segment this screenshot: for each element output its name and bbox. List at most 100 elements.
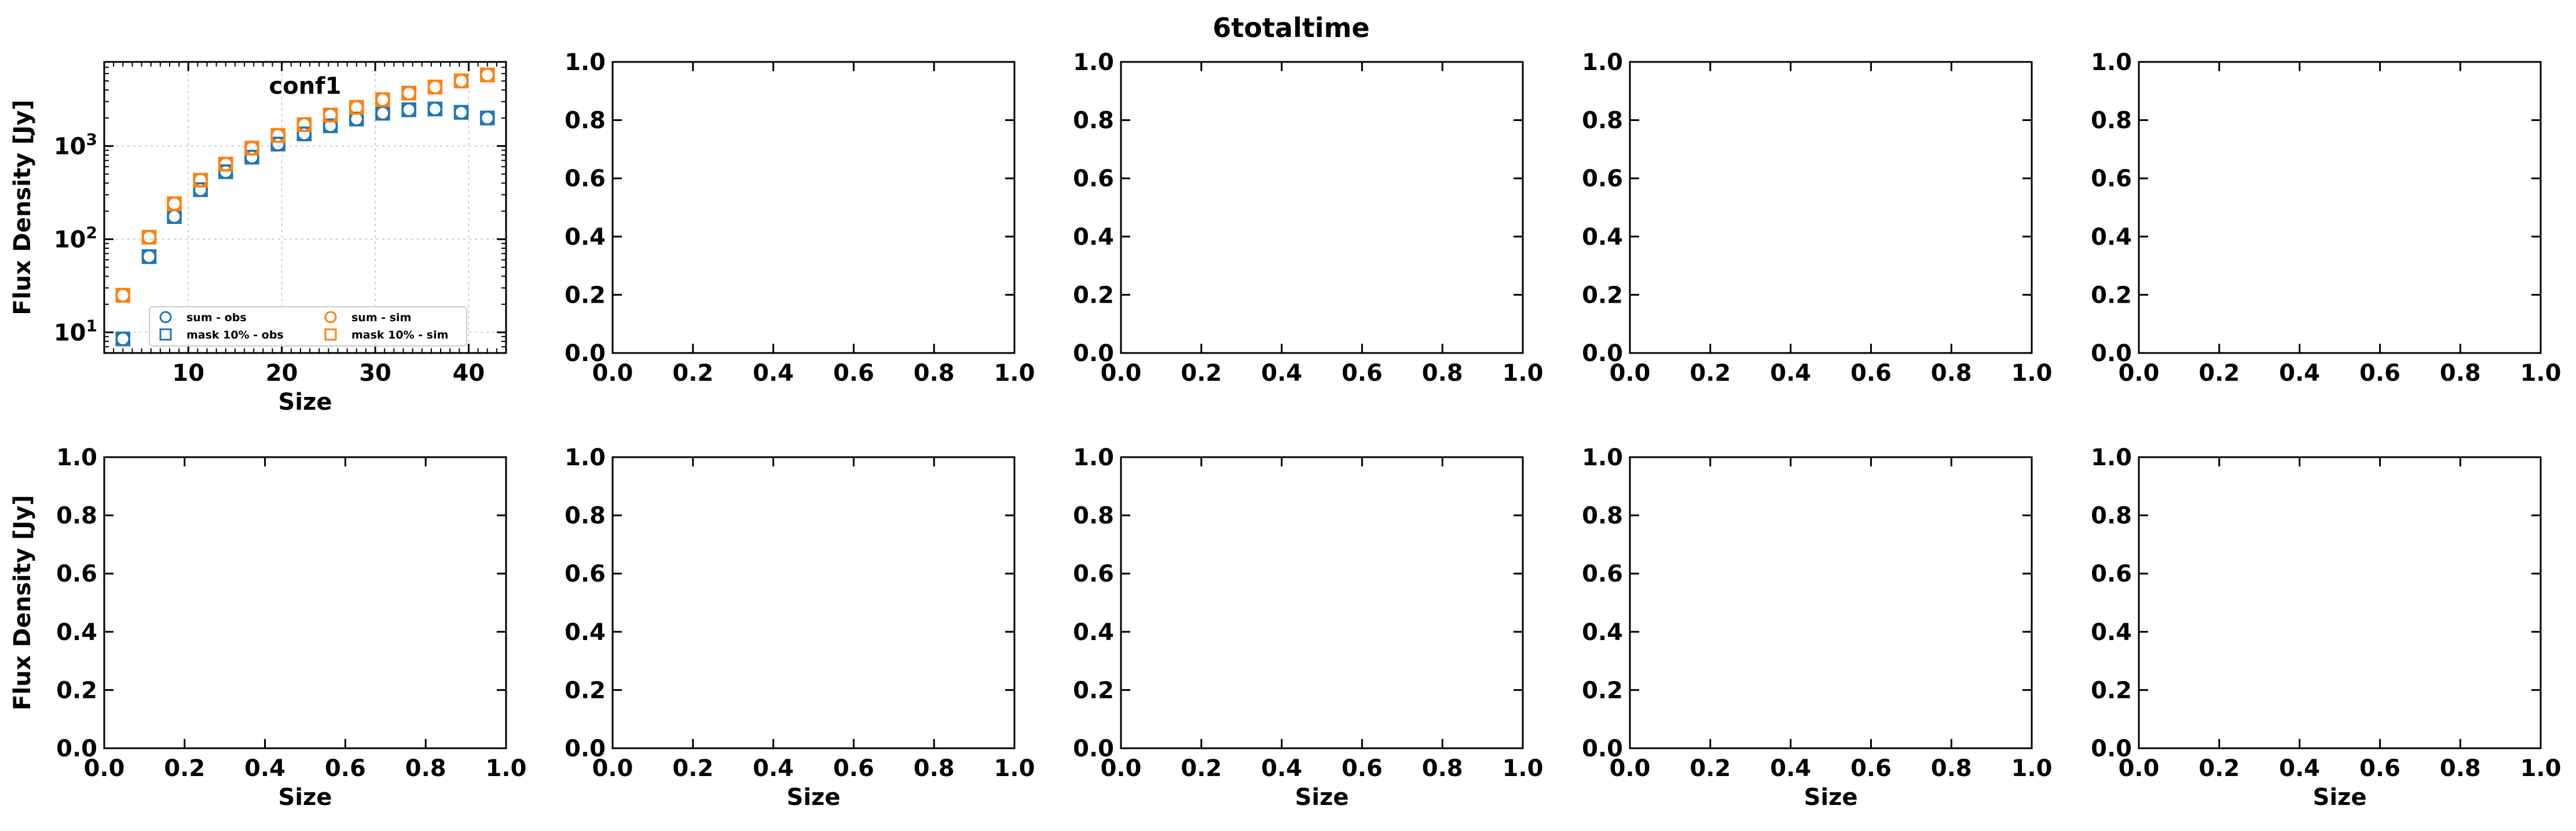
- y-tick-label: 0.8: [1073, 108, 1114, 134]
- x-tick-label: 0.2: [1181, 360, 1222, 387]
- data-point-square: [401, 86, 416, 101]
- subplot-8: 0.00.0 0.2 0.2 0.4 0.4 0.6 0.6 0.8 0.8 1.0 1.0 Size: [1073, 444, 1543, 811]
- data-point-circle: [479, 111, 495, 126]
- legend-marker-circle: [324, 311, 337, 323]
- legend-marker-square: [159, 328, 172, 341]
- y-tick-label: 0.0: [1582, 736, 1623, 762]
- x-tick-label: 0.2: [164, 755, 205, 782]
- axes-frame: [611, 61, 1016, 354]
- subplot-4: 0.00.0 0.2 0.2 0.4 0.4 0.6 0.6 0.8 0.8 1.0 1.0: [1582, 49, 2052, 387]
- x-tick-label: 1.0: [486, 755, 527, 782]
- x-tick-label: 0.4: [244, 755, 285, 782]
- y-tick-label: 0.6: [1582, 166, 1623, 192]
- x-tick-label: 0.8: [1422, 360, 1463, 387]
- x-tick-label: 0.8: [914, 755, 955, 782]
- subplot-1: 10 20 30 40 101 102 103 conf1 sum - obs mask 10% …: [9, 61, 507, 416]
- y-tick-label: 0.0: [565, 340, 606, 367]
- x-tick-label: 0.6: [1342, 360, 1383, 387]
- x-axis-label: Size: [1295, 784, 1349, 811]
- axes-frame: [1120, 61, 1524, 354]
- data-point-square: [401, 102, 416, 117]
- subplot-3: 0.00.0 0.2 0.2 0.4 0.4 0.6 0.6 0.8 0.8 1.0 1.0: [1073, 49, 1543, 387]
- x-tick-label: 30: [359, 360, 391, 387]
- axes-frame: [103, 61, 507, 354]
- y-axis-label: Flux Density [Jy]: [9, 100, 36, 315]
- subplot-title: conf1: [269, 73, 342, 100]
- data-point-square: [427, 101, 443, 117]
- y-tick-label: 0.0: [565, 736, 606, 762]
- subplot-10: 0.00.0 0.2 0.2 0.4 0.4 0.6 0.6 0.8 0.8 1.0 1.0 Size: [2091, 444, 2561, 811]
- subplot-grid: 10 20 30 40 101 102 103 conf1 sum - obs mask 10% …: [9, 49, 2561, 811]
- x-tick-label: 0.2: [2198, 755, 2240, 782]
- y-tick-label: 0.6: [2091, 561, 2132, 587]
- y-tick-label: 1.0: [2091, 49, 2132, 76]
- x-tick-label: 1.0: [994, 360, 1035, 387]
- data-point-square: [296, 126, 312, 142]
- axes-frame: [103, 456, 507, 749]
- data-point-circle: [218, 156, 233, 172]
- y-tick-label: 1.0: [1073, 444, 1114, 471]
- y-tick-label: 0.0: [2091, 736, 2132, 762]
- x-tick-label: 0.0: [2119, 755, 2160, 782]
- legend-box: [149, 306, 467, 347]
- y-tick-label: 1.0: [1073, 49, 1114, 76]
- data-point-circle: [453, 105, 469, 120]
- y-tick-label: 0.6: [1582, 561, 1623, 587]
- y-tick-label: 1.0: [565, 444, 606, 471]
- data-point-circle: [270, 128, 285, 143]
- data-point-circle: [115, 288, 131, 303]
- y-tick-label: 0.0: [2091, 340, 2132, 367]
- x-tick-label: 0.4: [753, 755, 794, 782]
- x-tick-label: 0.6: [325, 755, 366, 782]
- axes-frame: [1629, 456, 2033, 749]
- data-point-square: [453, 73, 469, 89]
- data-point-circle: [141, 230, 157, 245]
- y-tick-label: 0.2: [2091, 282, 2132, 308]
- legend-label: mask 10% - obs: [186, 329, 284, 341]
- x-tick-label: 0.6: [2359, 360, 2401, 387]
- data-point-circle: [141, 249, 157, 264]
- data-point-square: [167, 196, 182, 211]
- y-tick-label: 0.6: [56, 561, 97, 587]
- data-point-circle: [167, 209, 182, 224]
- y-tick-label: 103: [54, 130, 97, 160]
- data-point-square: [193, 172, 208, 188]
- data-point-circle: [375, 92, 390, 107]
- x-tick-label: 0.6: [2359, 755, 2401, 782]
- data-point-square: [323, 118, 338, 134]
- y-axis-label: Flux Density [Jy]: [9, 495, 36, 710]
- y-tick-label: 0.8: [565, 108, 606, 134]
- x-tick-label: 0.4: [753, 360, 794, 387]
- y-tick-label: 0.6: [2091, 166, 2132, 192]
- y-tick-label: 0.2: [565, 677, 606, 704]
- x-tick-label: 1.0: [2011, 360, 2053, 387]
- data-point-square: [244, 141, 259, 156]
- x-tick-label: 0.8: [405, 755, 446, 782]
- y-tick-label: 0.4: [565, 619, 606, 646]
- legend-label: mask 10% - sim: [351, 329, 448, 341]
- y-tick-label: 0.6: [1073, 166, 1114, 192]
- y-tick-label: 0.0: [56, 736, 97, 762]
- x-tick-label: 0.6: [833, 360, 874, 387]
- x-tick-label: 0.6: [1851, 755, 1892, 782]
- data-point-circle: [167, 196, 182, 211]
- x-tick-label: 1.0: [2520, 360, 2562, 387]
- x-tick-label: 0.8: [1931, 360, 1972, 387]
- data-point-square: [270, 128, 285, 143]
- x-tick-label: 0.2: [1181, 755, 1222, 782]
- x-tick-label: 0.0: [1610, 360, 1651, 387]
- legend-label: sum - sim: [351, 311, 411, 324]
- x-tick-label: 0.6: [1342, 755, 1383, 782]
- x-tick-label: 0.2: [672, 755, 713, 782]
- x-tick-label: 0.0: [592, 360, 633, 387]
- x-tick-label: 40: [453, 360, 485, 387]
- y-tick-label: 0.4: [565, 224, 606, 251]
- data-point-square: [349, 111, 364, 127]
- x-axis-label: Size: [279, 784, 332, 811]
- data-point-circle: [193, 172, 208, 188]
- x-tick-label: 1.0: [2011, 755, 2053, 782]
- data-point-square: [218, 156, 233, 172]
- y-tick-label: 0.2: [565, 282, 606, 308]
- y-tick-label: 0.8: [1582, 503, 1623, 530]
- x-tick-label: 0.2: [2198, 360, 2240, 387]
